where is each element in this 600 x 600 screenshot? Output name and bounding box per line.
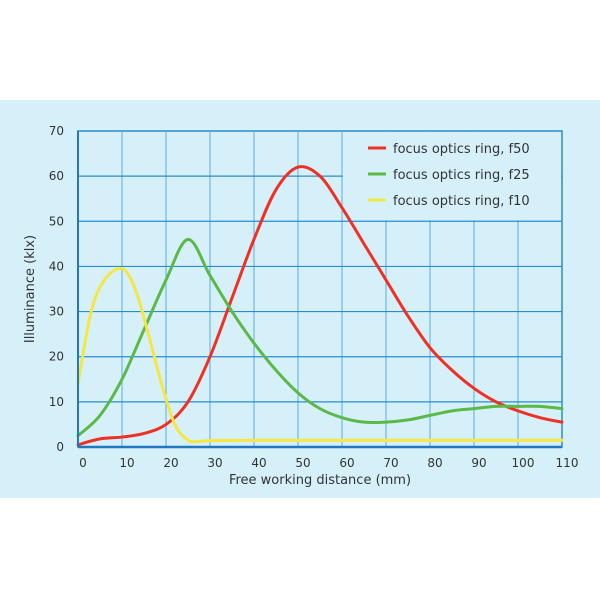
x-tick-label: 100 [512,456,535,470]
y-tick-label: 50 [49,214,64,228]
legend-label: focus optics ring, f50 [393,142,530,157]
y-axis-label: Illuminance (klx) [23,235,38,343]
x-tick-label: 10 [119,456,134,470]
x-tick-label: 80 [427,456,442,470]
y-tick-label: 40 [49,259,64,273]
x-tick-label: 30 [207,456,222,470]
x-tick-label: 50 [295,456,310,470]
y-tick-label: 70 [49,124,64,138]
legend-label: focus optics ring, f25 [393,168,530,183]
y-tick-label: 0 [56,440,64,454]
legend-label: focus optics ring, f10 [393,194,530,209]
x-tick-label: 90 [471,456,486,470]
series-line-f50 [76,165,564,447]
x-tick-label: 0 [79,456,87,470]
series-line-f10 [76,266,564,444]
y-tick-label: 30 [49,305,64,319]
x-tick-label: 40 [251,456,266,470]
series-line-f25 [76,237,564,438]
x-axis-label: Free working distance (mm) [229,473,411,488]
x-tick-label: 20 [163,456,178,470]
x-tick-label: 110 [556,456,579,470]
y-tick-label: 10 [49,395,64,409]
y-tick-label: 60 [49,169,64,183]
x-tick-label: 70 [383,456,398,470]
x-tick-label: 60 [339,456,354,470]
y-tick-label: 20 [49,350,64,364]
legend: focus optics ring, f50 focus optics ring,… [368,142,530,209]
